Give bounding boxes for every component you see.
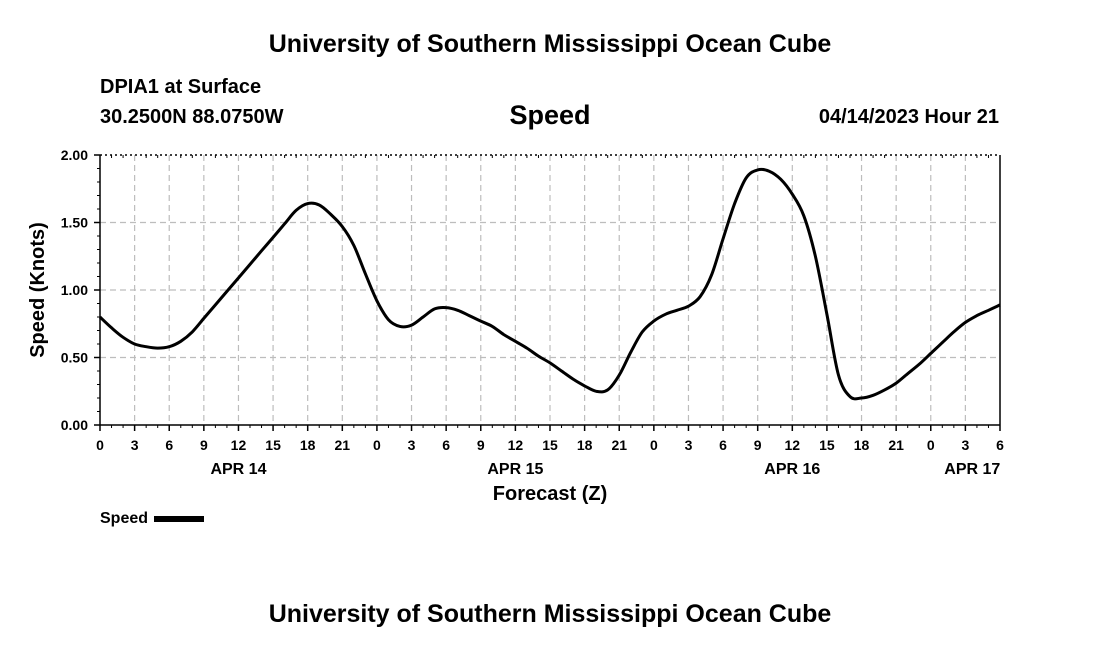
- x-tick-label: 3: [131, 437, 139, 453]
- speed-chart: 0 3 6 9 12 15 18 21 0 3 6 9 12 15 18 21 0 3 6 9 12 15 18 21 0 3 6 0…: [27, 147, 1004, 505]
- x-axis-title: Forecast (Z): [493, 483, 607, 505]
- x-tick-label: 6: [165, 437, 173, 453]
- x-tick-label: 3: [408, 437, 416, 453]
- day-label: APR 14: [210, 461, 266, 478]
- y-axis-title: Speed (Knots): [27, 222, 49, 358]
- x-tick-label: 0: [927, 437, 935, 453]
- x-tick-label: 6: [442, 437, 450, 453]
- variable-title: Speed: [509, 100, 591, 130]
- x-tick-label: 21: [888, 437, 904, 453]
- y-tick-label: 2.00: [61, 147, 88, 163]
- x-tick-label: 0: [650, 437, 658, 453]
- x-tick-label: 6: [719, 437, 727, 453]
- x-tick-label: 18: [577, 437, 593, 453]
- legend-label: Speed: [100, 510, 149, 527]
- page-title-bottom: University of Southern Mississippi Ocean…: [268, 600, 832, 628]
- chart-grid: [100, 155, 1000, 425]
- x-tick-label: 3: [685, 437, 693, 453]
- x-tick-label: 18: [300, 437, 316, 453]
- station-coordinates: 30.2500N 88.0750W: [100, 106, 284, 128]
- y-tick-label: 0.50: [61, 350, 88, 366]
- x-tick-label: 21: [335, 437, 351, 453]
- x-tick-label: 12: [508, 437, 524, 453]
- forecast-timestamp: 04/14/2023 Hour 21: [818, 106, 999, 128]
- chart-ticks: [94, 154, 1001, 431]
- x-tick-label: 0: [373, 437, 381, 453]
- legend-line-swatch: [154, 515, 205, 522]
- x-tick-label: 0: [96, 437, 104, 453]
- speed-series-line: [98, 167, 1001, 401]
- y-tick-label: 1.50: [61, 215, 88, 231]
- x-tick-label: 9: [477, 437, 485, 453]
- x-tick-label: 15: [542, 437, 558, 453]
- y-tick-label: 1.00: [61, 282, 88, 298]
- x-tick-label: 15: [819, 437, 835, 453]
- x-tick-label: 15: [265, 437, 281, 453]
- x-tick-label: 3: [961, 437, 969, 453]
- chart-labels: 0 3 6 9 12 15 18 21 0 3 6 9 12 15 18 21 0 3 6 9 12 15 18 21 0 3 6 0…: [61, 147, 1004, 478]
- x-tick-label: 21: [611, 437, 627, 453]
- x-tick-label: 12: [231, 437, 247, 453]
- day-label: APR 15: [487, 461, 543, 478]
- x-tick-label: 18: [854, 437, 870, 453]
- station-label: DPIA1 at Surface: [100, 76, 262, 98]
- x-tick-label: 6: [996, 437, 1004, 453]
- x-tick-label: 9: [200, 437, 208, 453]
- day-label: APR 16: [764, 461, 820, 478]
- day-label: APR 17: [944, 461, 1000, 478]
- x-tick-label: 12: [785, 437, 801, 453]
- y-tick-label: 0.00: [61, 417, 88, 433]
- legend: Speed: [100, 510, 205, 528]
- x-tick-label: 9: [754, 437, 762, 453]
- page-title-top: University of Southern Mississippi Ocean…: [268, 30, 832, 58]
